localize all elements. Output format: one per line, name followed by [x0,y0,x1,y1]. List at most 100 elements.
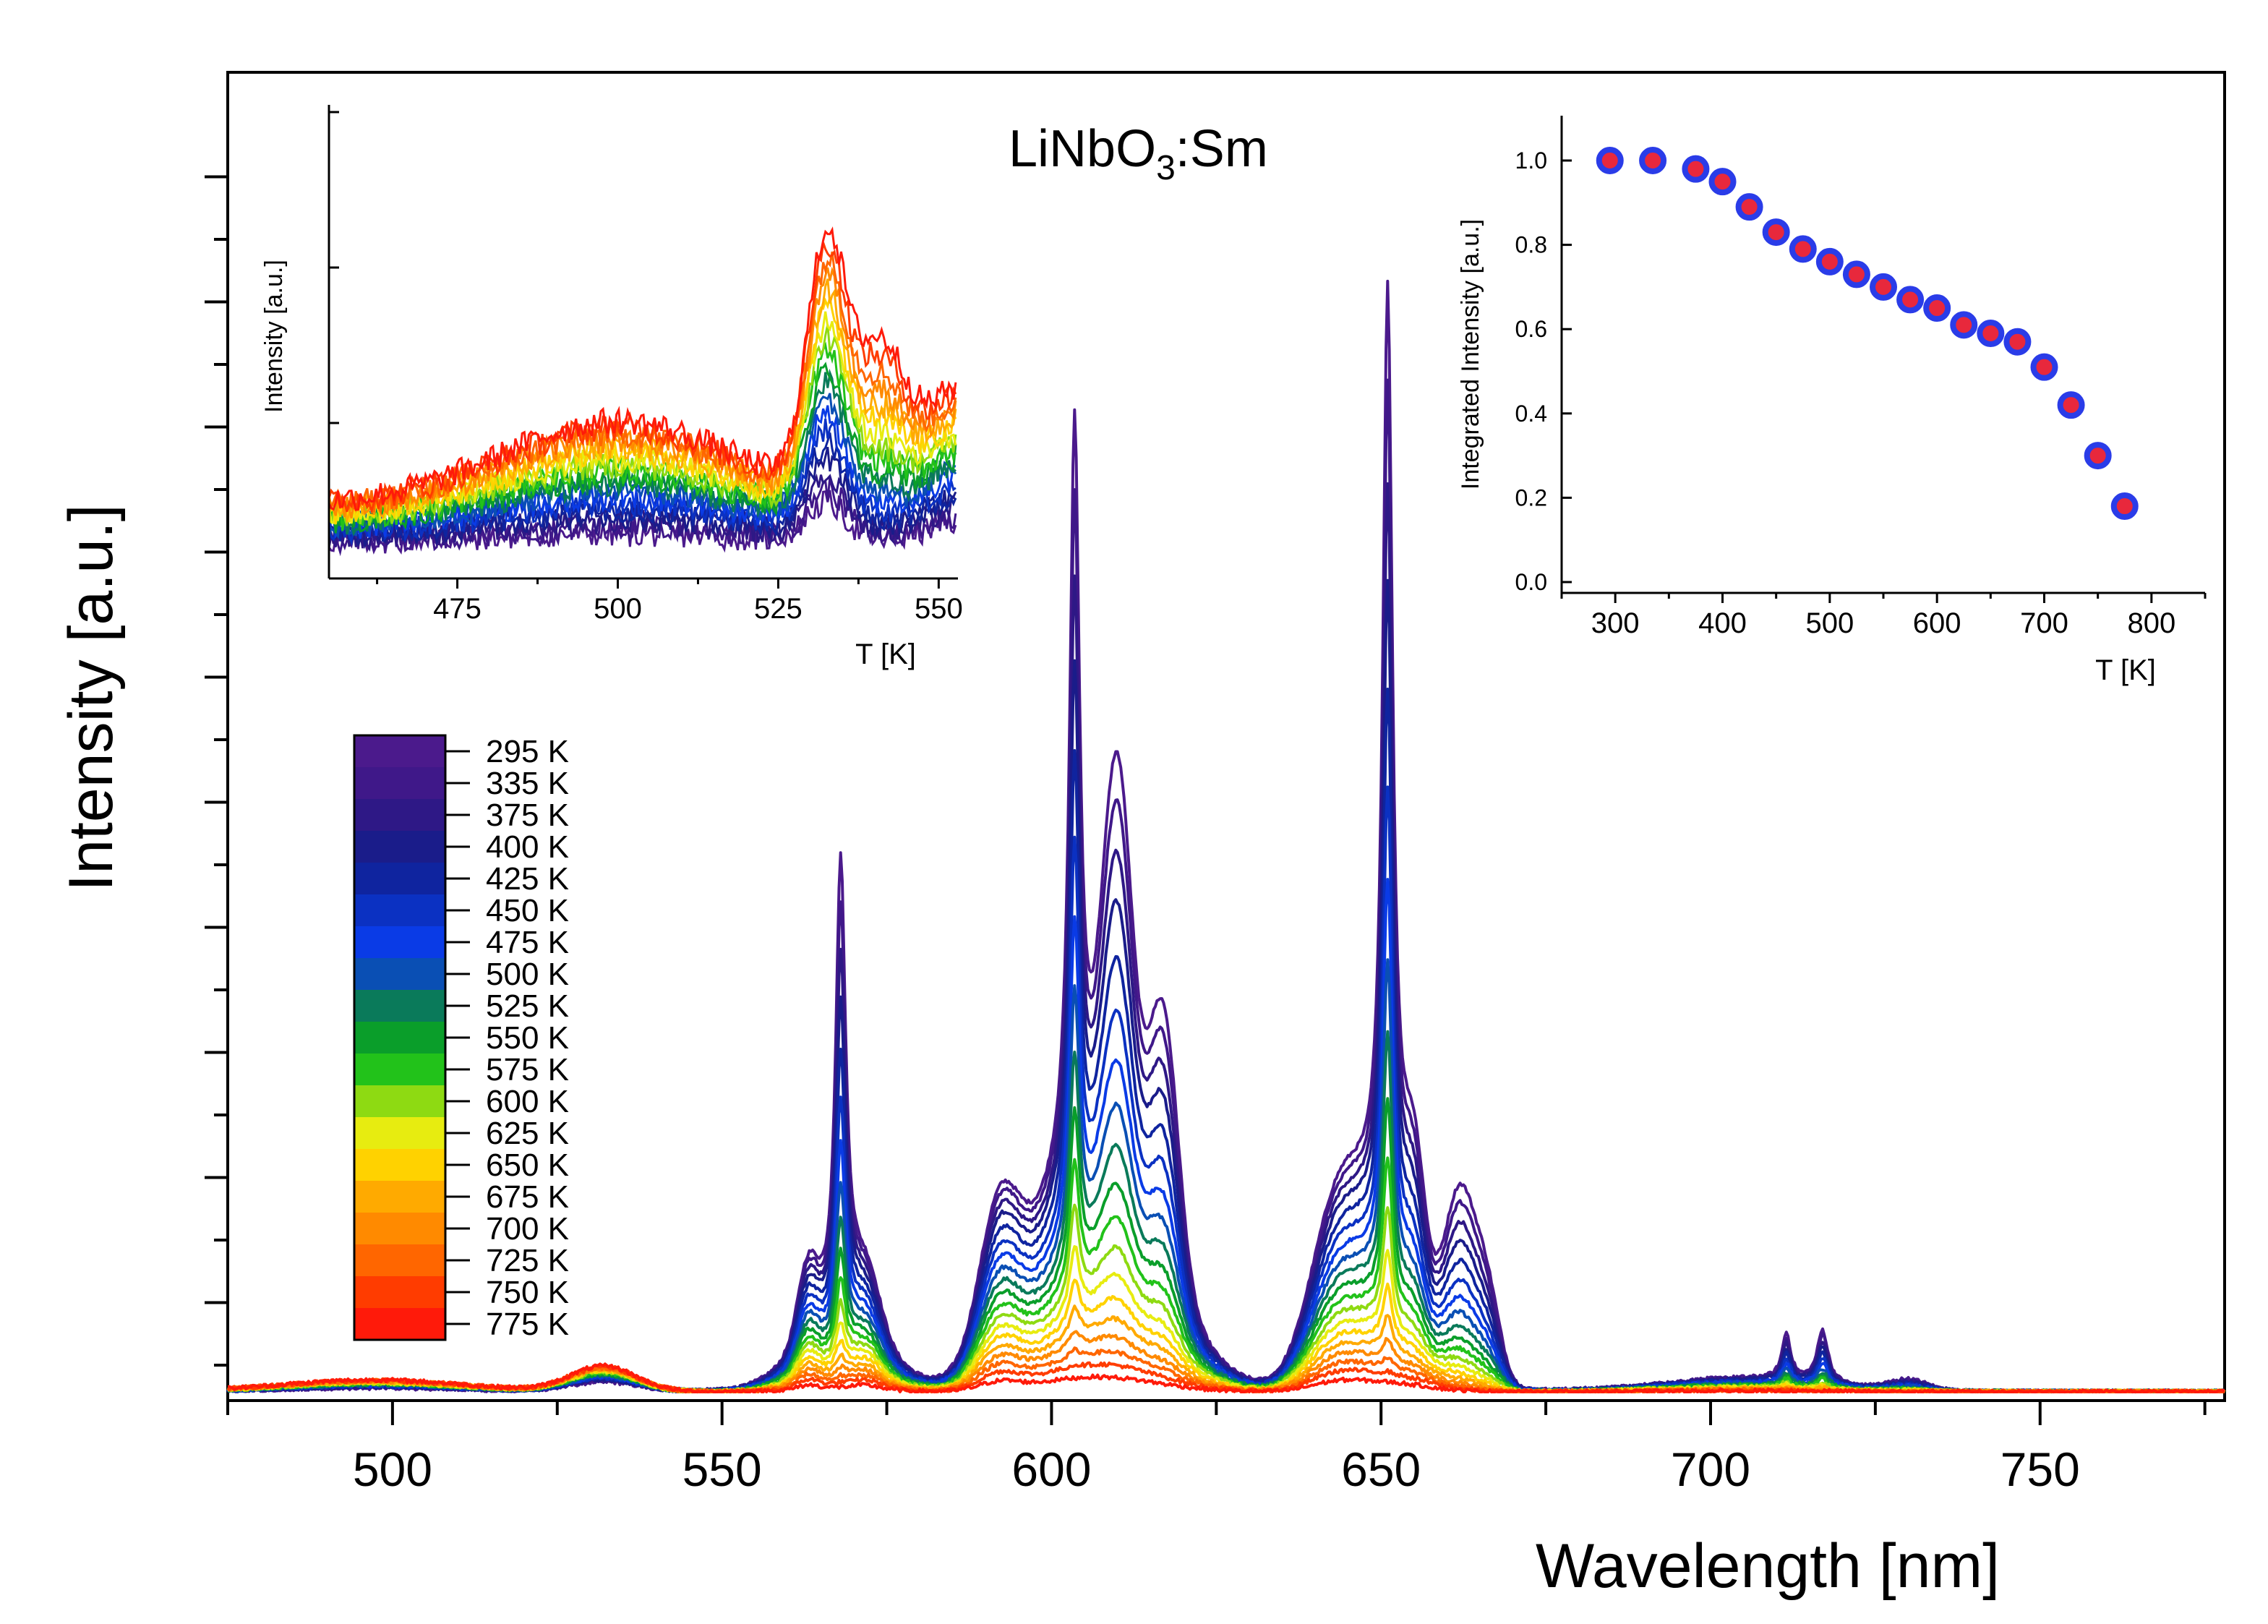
legend-swatch [354,799,445,832]
inset-integrated-point [2110,492,2139,521]
legend-swatch [354,863,445,895]
legend-label: 500 K [486,957,569,992]
inset-spectra-x-axis-label: T [K] [855,638,916,670]
inset-spectra-series-725-K [328,251,957,516]
legend-colorbar-frame [353,734,447,1341]
inset-integrated-point [1950,311,1978,339]
inset-integrated-point [1762,218,1790,247]
legend-swatch [354,958,445,991]
inset-integrated-x-tick-label: 500 [1805,607,1854,639]
legend-swatch [354,1308,445,1341]
inset-integrated-point [1923,294,1951,322]
inset-spectra-chart: 475 500 525 550 T [K] Intensity [a.u.] [260,105,963,670]
legend-label: 775 K [486,1307,569,1342]
series-line-775-K [227,1362,2225,1393]
inset-integrated-plot-bg [1562,116,2205,593]
inset-spectra-x-tick-label: 550 [915,593,963,625]
legend-label: 575 K [486,1052,569,1087]
legend-swatch [354,735,445,768]
inset-integrated-point [2084,442,2112,470]
inset-integrated-x-tick-label: 300 [1591,607,1640,639]
inset-integrated-x-tick-label: 400 [1698,607,1747,639]
inset-integrated-point [1735,193,1763,221]
inset-spectra-series-775-K [328,226,957,511]
main-chart-title: LiNbO3:Sm [1009,120,1268,187]
inset-integrated-y-tick-label: 0.6 [1515,316,1547,342]
legend-swatch [354,1054,445,1086]
legend-label: 700 K [486,1211,569,1247]
inset-integrated-y-axis-label: Integrated Intensity [a.u.] [1457,219,1484,490]
main-y-ticks [205,175,228,1367]
main-x-tick-label: 750 [2000,1443,2080,1496]
legend-label: 725 K [486,1243,569,1278]
inset-integrated-point [1842,260,1870,289]
legend-swatch [354,831,445,863]
inset-integrated-point [2003,328,2032,356]
main-x-tick-label: 500 [353,1443,432,1496]
inset-integrated-ticks: 0.0 0.2 0.4 0.6 0.8 1.0 300 400 500 600 700 800 [1515,148,2207,639]
inset-integrated-point [1896,286,1925,314]
legend-label: 335 K [486,766,569,801]
main-y-axis-label: Intensity [a.u.] [56,504,126,891]
legend-label: 295 K [486,734,569,769]
inset-spectra-ticks: 475 500 525 550 [329,111,963,625]
main-x-axis-label: Wavelength [nm] [1536,1531,2000,1601]
inset-integrated-point [2057,391,2085,419]
inset-spectra-x-tick-label: 500 [594,593,642,625]
inset-integrated-points [1596,147,2139,521]
legend-label: 400 K [486,829,569,865]
inset-spectra-x-tick-label: 475 [433,593,482,625]
legend-swatch [354,1149,445,1181]
legend-swatch [354,767,445,800]
inset-integrated-point [1682,155,1710,183]
inset-integrated-x-tick-label: 700 [2020,607,2068,639]
inset-integrated-point [2030,353,2058,381]
legend-label: 375 K [486,798,569,833]
main-x-tick-label: 600 [1011,1443,1091,1496]
main-x-tick-label: 700 [1671,1443,1750,1496]
inset-integrated-point [1789,235,1817,263]
legend-swatch [354,926,445,959]
inset-integrated-chart: 0.0 0.2 0.4 0.6 0.8 1.0 300 400 500 600 700 800 T [… [1457,116,2207,686]
inset-integrated-point [1708,168,1737,196]
inset-integrated-point [1815,247,1844,275]
inset-integrated-x-tick-label: 800 [2127,607,2175,639]
main-x-ticks: 500 550 600 650 700 750 [226,1401,2207,1496]
inset-integrated-point [1639,147,1667,174]
legend-label: 750 K [486,1275,569,1310]
inset-spectra-series-lines [328,226,957,557]
legend-label: 450 K [486,893,569,928]
inset-integrated-x-axis-label: T [K] [2095,654,2156,686]
inset-integrated-x-tick-label: 600 [1913,607,1961,639]
main-series-lines [226,279,2226,1393]
legend-label: 475 K [486,925,569,960]
inset-integrated-point [1977,320,2005,348]
main-plot-frame [226,71,2226,1402]
legend-label: 425 K [486,861,569,897]
legend-swatch [354,1117,445,1150]
legend-label: 650 K [486,1148,569,1183]
legend-swatch [354,1181,445,1213]
main-x-tick-label: 650 [1341,1443,1421,1496]
legend-swatch [354,1244,445,1277]
legend-swatch [354,894,445,927]
legend-label: 600 K [486,1084,569,1119]
inset-spectra-series-400-K [328,446,957,550]
inset-spectra-x-tick-label: 525 [754,593,803,625]
main-chart: 500 550 600 650 700 750 LiNbO3:Sm Wavelength … [56,71,2226,1601]
legend-swatch [354,1276,445,1309]
legend-swatch [354,1022,445,1054]
legend-label: 525 K [486,988,569,1024]
inset-integrated-y-tick-label: 1.0 [1515,148,1547,174]
legend-label: 625 K [486,1116,569,1151]
legend-swatch [354,1213,445,1245]
inset-integrated-point [1870,273,1897,301]
legend-swatch [354,1085,445,1118]
legend-swatch [354,990,445,1022]
inset-integrated-y-tick-label: 0.0 [1515,569,1547,595]
inset-integrated-y-tick-label: 0.4 [1515,401,1547,427]
legend-label: 675 K [486,1179,569,1215]
inset-integrated-point [1596,147,1624,174]
